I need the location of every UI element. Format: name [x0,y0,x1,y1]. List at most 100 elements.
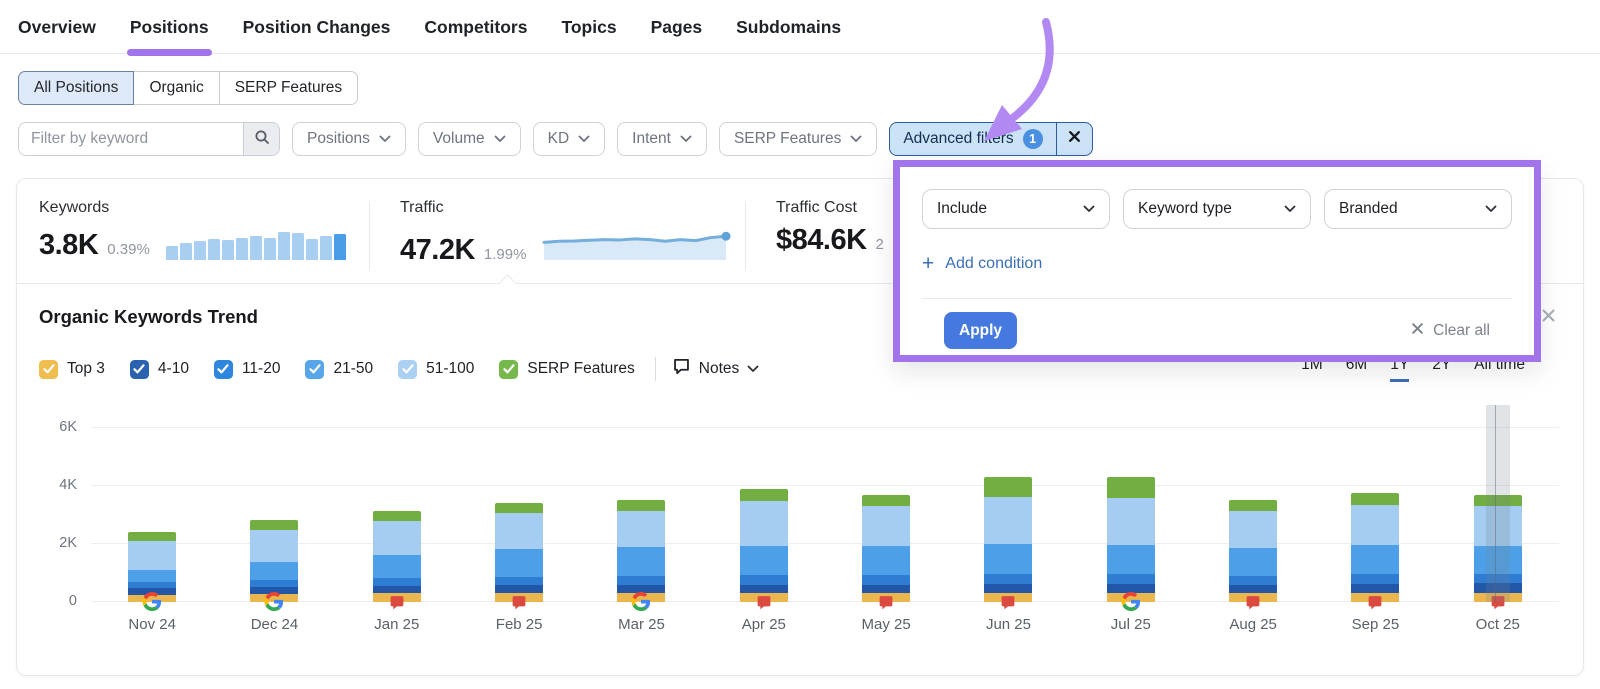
search-button[interactable] [243,123,279,155]
nav-tab-pages[interactable]: Pages [650,17,703,37]
chevron-down-icon [1083,205,1095,213]
bar-segment-top-3 [250,593,299,602]
nav-tab-positions[interactable]: Positions [126,0,212,56]
note-flag-icon[interactable] [511,594,528,611]
nav-tab-subdomains[interactable]: Subdomains [736,17,842,37]
note-flag-icon[interactable] [1000,594,1017,611]
keyword-filter-input[interactable] [19,123,243,155]
nav-tab-overview[interactable]: Overview [18,17,96,37]
note-flag-icon[interactable] [878,594,895,611]
legend-item-serp-features[interactable]: SERP Features [499,359,635,379]
keywords-metric-change: 0.39% [107,241,150,258]
advanced-filters-clear-button[interactable] [1055,123,1092,155]
apply-button[interactable]: Apply [944,312,1018,349]
traffic-cost-metric-value: $84.6K [776,224,867,256]
chevron-down-icon [1485,205,1497,213]
bar-segment-11-20 [495,576,544,586]
google-update-icon[interactable] [264,592,284,611]
position-type-segmented-control: All Positions Organic SERP Features [18,71,359,105]
stacked-bar-dec-24[interactable] [250,519,299,602]
legend-item-4-10[interactable]: 4-10 [129,359,189,379]
panel-close-icon[interactable] [1541,308,1556,328]
bar-segment-51-100 [495,513,544,549]
spark-bar [179,243,192,260]
nav-tab-competitors[interactable]: Competitors [424,17,528,37]
segment-organic[interactable]: Organic [133,71,220,105]
legend-item-top-3[interactable]: Top 3 [39,359,105,379]
x-axis-label-aug-25: Aug 25 [1229,616,1277,633]
filter-dropdown-intent[interactable]: Intent [617,122,707,156]
bar-segment-4-10 [617,584,666,594]
spark-bar [291,233,304,260]
spark-bar [305,239,318,260]
clear-all-button[interactable]: Clear all [1411,322,1490,340]
nav-tab-topics[interactable]: Topics [561,17,617,37]
add-condition-button[interactable]: + Add condition [922,253,1042,274]
bar-segment-serp-features [128,532,177,542]
google-update-icon[interactable] [142,592,162,611]
bar-segment-21-50 [617,546,666,576]
spark-bar [277,232,290,260]
bar-segment-serp-features [984,477,1033,498]
filter-dropdown-kd[interactable]: KD [532,122,606,156]
advanced-filters-button[interactable]: Advanced filters 1 [889,122,1093,156]
chart-column-jan-25: Jan 25 [336,412,458,633]
condition-value-select[interactable]: Branded [1324,189,1512,229]
filter-dropdowns: Positions Volume KD Intent SERP Features [292,122,878,156]
bar-segment-11-20 [617,575,666,585]
segment-all-positions[interactable]: All Positions [18,71,135,105]
note-flag-icon[interactable] [388,594,405,611]
stacked-bar-jan-25[interactable] [372,511,421,602]
select-value: Keyword type [1138,200,1232,217]
chevron-down-icon [850,135,862,143]
bar-segment-11-20 [862,575,911,585]
segment-serp-features[interactable]: SERP Features [218,71,359,105]
x-axis-label-nov-24: Nov 24 [128,616,176,633]
chart-column-may-25: May 25 [825,412,947,633]
bar-segment-4-10 [250,586,299,594]
bar-segment-51-100 [250,529,299,563]
stacked-bar-may-25[interactable] [862,494,911,602]
condition-operator-select[interactable]: Include [922,189,1110,229]
bar-segment-serp-features [1229,500,1278,511]
bar-segment-4-10 [862,584,911,594]
stacked-bar-sep-25[interactable] [1351,492,1400,602]
note-flag-icon[interactable] [1489,594,1506,611]
stacked-bar-jul-25[interactable] [1106,477,1155,602]
spark-bar [333,234,346,260]
stacked-bar-jun-25[interactable] [984,477,1033,602]
y-axis-label-6K: 6K [59,419,77,435]
stacked-bar-oct-25[interactable] [1473,495,1522,602]
keywords-metric: Keywords 3.8K 0.39% [39,199,346,283]
note-flag-icon[interactable] [1245,594,1262,611]
filter-dropdown-volume[interactable]: Volume [417,122,521,156]
notes-dropdown[interactable]: Notes [672,357,760,381]
legend-item-11-20[interactable]: 11-20 [213,359,280,379]
filter-dropdown-serp-features[interactable]: SERP Features [718,122,878,156]
x-axis-label-jun-25: Jun 25 [985,616,1031,633]
y-axis-label-4K: 4K [59,477,77,493]
select-value: Branded [1339,200,1398,217]
note-flag-icon[interactable] [1367,594,1384,611]
chart-column-jun-25: Jun 25 [947,412,1069,633]
stacked-bar-apr-25[interactable] [739,489,788,602]
keywords-metric-value: 3.8K [39,229,99,261]
stacked-bar-mar-25[interactable] [617,500,666,602]
stacked-bar-nov-24[interactable] [128,532,177,602]
bar-segment-4-10 [1106,584,1155,594]
legend-item-21-50[interactable]: 21-50 [305,359,373,379]
filter-dropdown-positions[interactable]: Positions [292,122,406,156]
google-update-icon[interactable] [1121,592,1140,611]
x-axis-label-may-25: May 25 [861,616,911,633]
google-update-icon[interactable] [631,592,651,611]
bar-segment-51-100 [862,506,911,547]
stacked-bar-feb-25[interactable] [495,503,544,602]
bar-segment-serp-features [250,519,299,530]
condition-field-select[interactable]: Keyword type [1123,189,1311,229]
search-icon [254,129,270,150]
stacked-bar-aug-25[interactable] [1229,500,1278,602]
trend-legend: Top 3 4-10 11-20 21-50 51-100 SERP Features [39,359,635,379]
legend-item-51-100[interactable]: 51-100 [398,359,474,379]
note-flag-icon[interactable] [755,594,772,611]
nav-tab-position-changes[interactable]: Position Changes [242,17,391,37]
